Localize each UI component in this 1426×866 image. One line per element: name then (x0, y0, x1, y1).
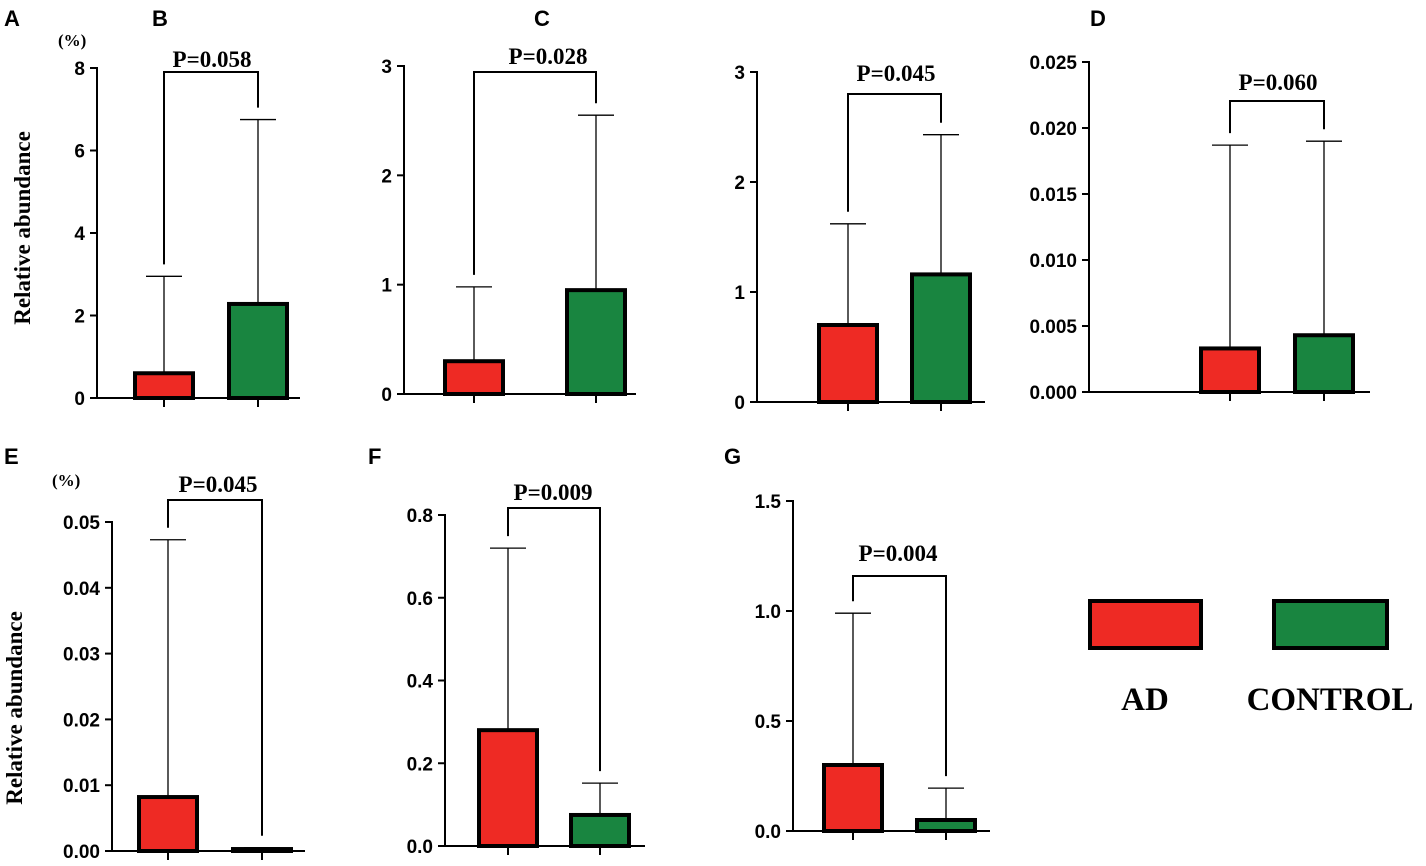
y-tick-label-g: 1.5 (755, 492, 782, 513)
panel-f: F 0.0 0.2 0.4 0.6 0.8 P=0.009 (368, 444, 645, 858)
panel-d: D 0.000 0.005 0.010 0.015 0.020 0.025 P=0.060 (1029, 6, 1370, 404)
significance-bracket-a (163, 71, 259, 265)
p-value-d: P=0.060 (1239, 70, 1318, 95)
legend-label-ad: AD (1121, 682, 1169, 718)
bar-control-c (910, 272, 972, 404)
bar-ad-b (443, 359, 505, 397)
y-tick-label-a: 2 (74, 307, 85, 328)
panel-letter-g: G (724, 444, 741, 469)
y-tick-label-e: 0.03 (63, 645, 100, 666)
significance-bracket-f (507, 507, 601, 772)
p-value-b: P=0.028 (509, 44, 588, 69)
bar-control-b (565, 288, 627, 396)
y-tick-label-a: 8 (74, 59, 85, 80)
y-tick-label-g: 0.5 (755, 712, 782, 733)
y-tick-label-d: 0.005 (1029, 317, 1077, 338)
unit-label-e: (%) (52, 471, 80, 490)
y-tick-label-c: 1 (734, 283, 745, 304)
y-tick-label-b: 2 (381, 166, 392, 187)
bar-control-d (1293, 333, 1355, 394)
y-tick-label-d: 0.025 (1029, 53, 1077, 74)
y-tick-label-f: 0.8 (407, 506, 433, 527)
legend: AD CONTROL (1088, 599, 1414, 718)
panel-letter-c: C (534, 6, 550, 31)
y-tick-label-f: 0.2 (407, 754, 433, 775)
y-tick-label-e: 0.02 (63, 710, 100, 731)
y-tick-label-e: 0.05 (63, 513, 100, 534)
y-tick-label-f: 0.0 (407, 837, 433, 858)
bar-ad-c (817, 323, 879, 404)
panel-c: C 0 1 2 3 P=0.045 (534, 6, 985, 414)
y-tick-label-d: 0.015 (1029, 185, 1077, 206)
y-tick-label-a: 4 (74, 224, 85, 245)
panel-letter-e: E (4, 444, 19, 469)
y-tick-label-b: 1 (381, 276, 392, 297)
y-tick-label-d: 0.020 (1029, 119, 1077, 140)
significance-bracket-c (847, 93, 942, 212)
y-tick-label-b: 0 (381, 385, 392, 406)
y-axis-title-a: Relative abundance (10, 131, 35, 325)
p-value-c: P=0.045 (857, 61, 936, 86)
y-tick-label-f: 0.4 (407, 672, 434, 693)
y-tick-label-a: 0 (74, 389, 85, 410)
p-value-f: P=0.009 (514, 480, 593, 505)
y-tick-label-g: 0.0 (755, 822, 781, 843)
y-tick-label-d: 0.010 (1029, 251, 1077, 272)
bar-control-a (227, 301, 289, 401)
y-tick-label-e: 0.00 (63, 842, 100, 863)
bar-ad-a (133, 371, 195, 400)
panel-letter-b: B (152, 6, 168, 31)
bar-ad-f (477, 728, 539, 849)
panel-g: G 0.0 0.5 1.0 1.5 P=0.004 (724, 444, 990, 843)
y-axis-title-e: Relative abundance (2, 611, 27, 805)
panel-letter-a: A (4, 6, 20, 31)
legend-swatch-ad (1088, 599, 1203, 650)
bar-ad-g (822, 763, 884, 833)
y-tick-label-b: 3 (381, 57, 392, 78)
y-tick-label-d: 0.000 (1029, 383, 1077, 404)
y-tick-label-e: 0.01 (63, 776, 100, 797)
bar-ad-d (1199, 346, 1261, 395)
y-tick-label-c: 0 (734, 393, 745, 414)
significance-bracket-b (473, 71, 597, 275)
legend-label-control: CONTROL (1247, 682, 1414, 718)
bar-control-f (569, 812, 631, 848)
significance-bracket-d (1229, 100, 1325, 134)
y-tick-label-c: 2 (734, 173, 745, 194)
p-value-a: P=0.058 (173, 47, 252, 72)
y-tick-label-f: 0.6 (407, 589, 433, 610)
panel-a: A 0 2 4 6 8 P=0.058 (%) Relative abundance (4, 6, 300, 410)
significance-bracket-e (167, 499, 263, 836)
panel-letter-d: D (1090, 6, 1106, 31)
panel-b: B 0 1 2 3 P=0.028 (152, 6, 636, 406)
bar-control-e (231, 847, 293, 854)
significance-bracket-g (852, 575, 947, 777)
y-tick-label-a: 6 (74, 142, 85, 163)
p-value-e: P=0.045 (179, 472, 258, 497)
bar-control-g (915, 818, 977, 833)
unit-label-a: (%) (58, 31, 86, 50)
panel-letter-f: F (368, 444, 381, 469)
p-value-g: P=0.004 (859, 541, 938, 566)
y-tick-label-e: 0.04 (63, 579, 100, 600)
legend-swatch-control (1272, 599, 1389, 650)
panel-e: E 0.00 0.01 0.02 0.03 0.04 0.05 P=0.045 (%) Relat… (2, 444, 305, 863)
bar-ad-e (137, 795, 199, 854)
y-tick-label-c: 3 (734, 63, 745, 84)
y-tick-label-g: 1.0 (755, 602, 781, 623)
